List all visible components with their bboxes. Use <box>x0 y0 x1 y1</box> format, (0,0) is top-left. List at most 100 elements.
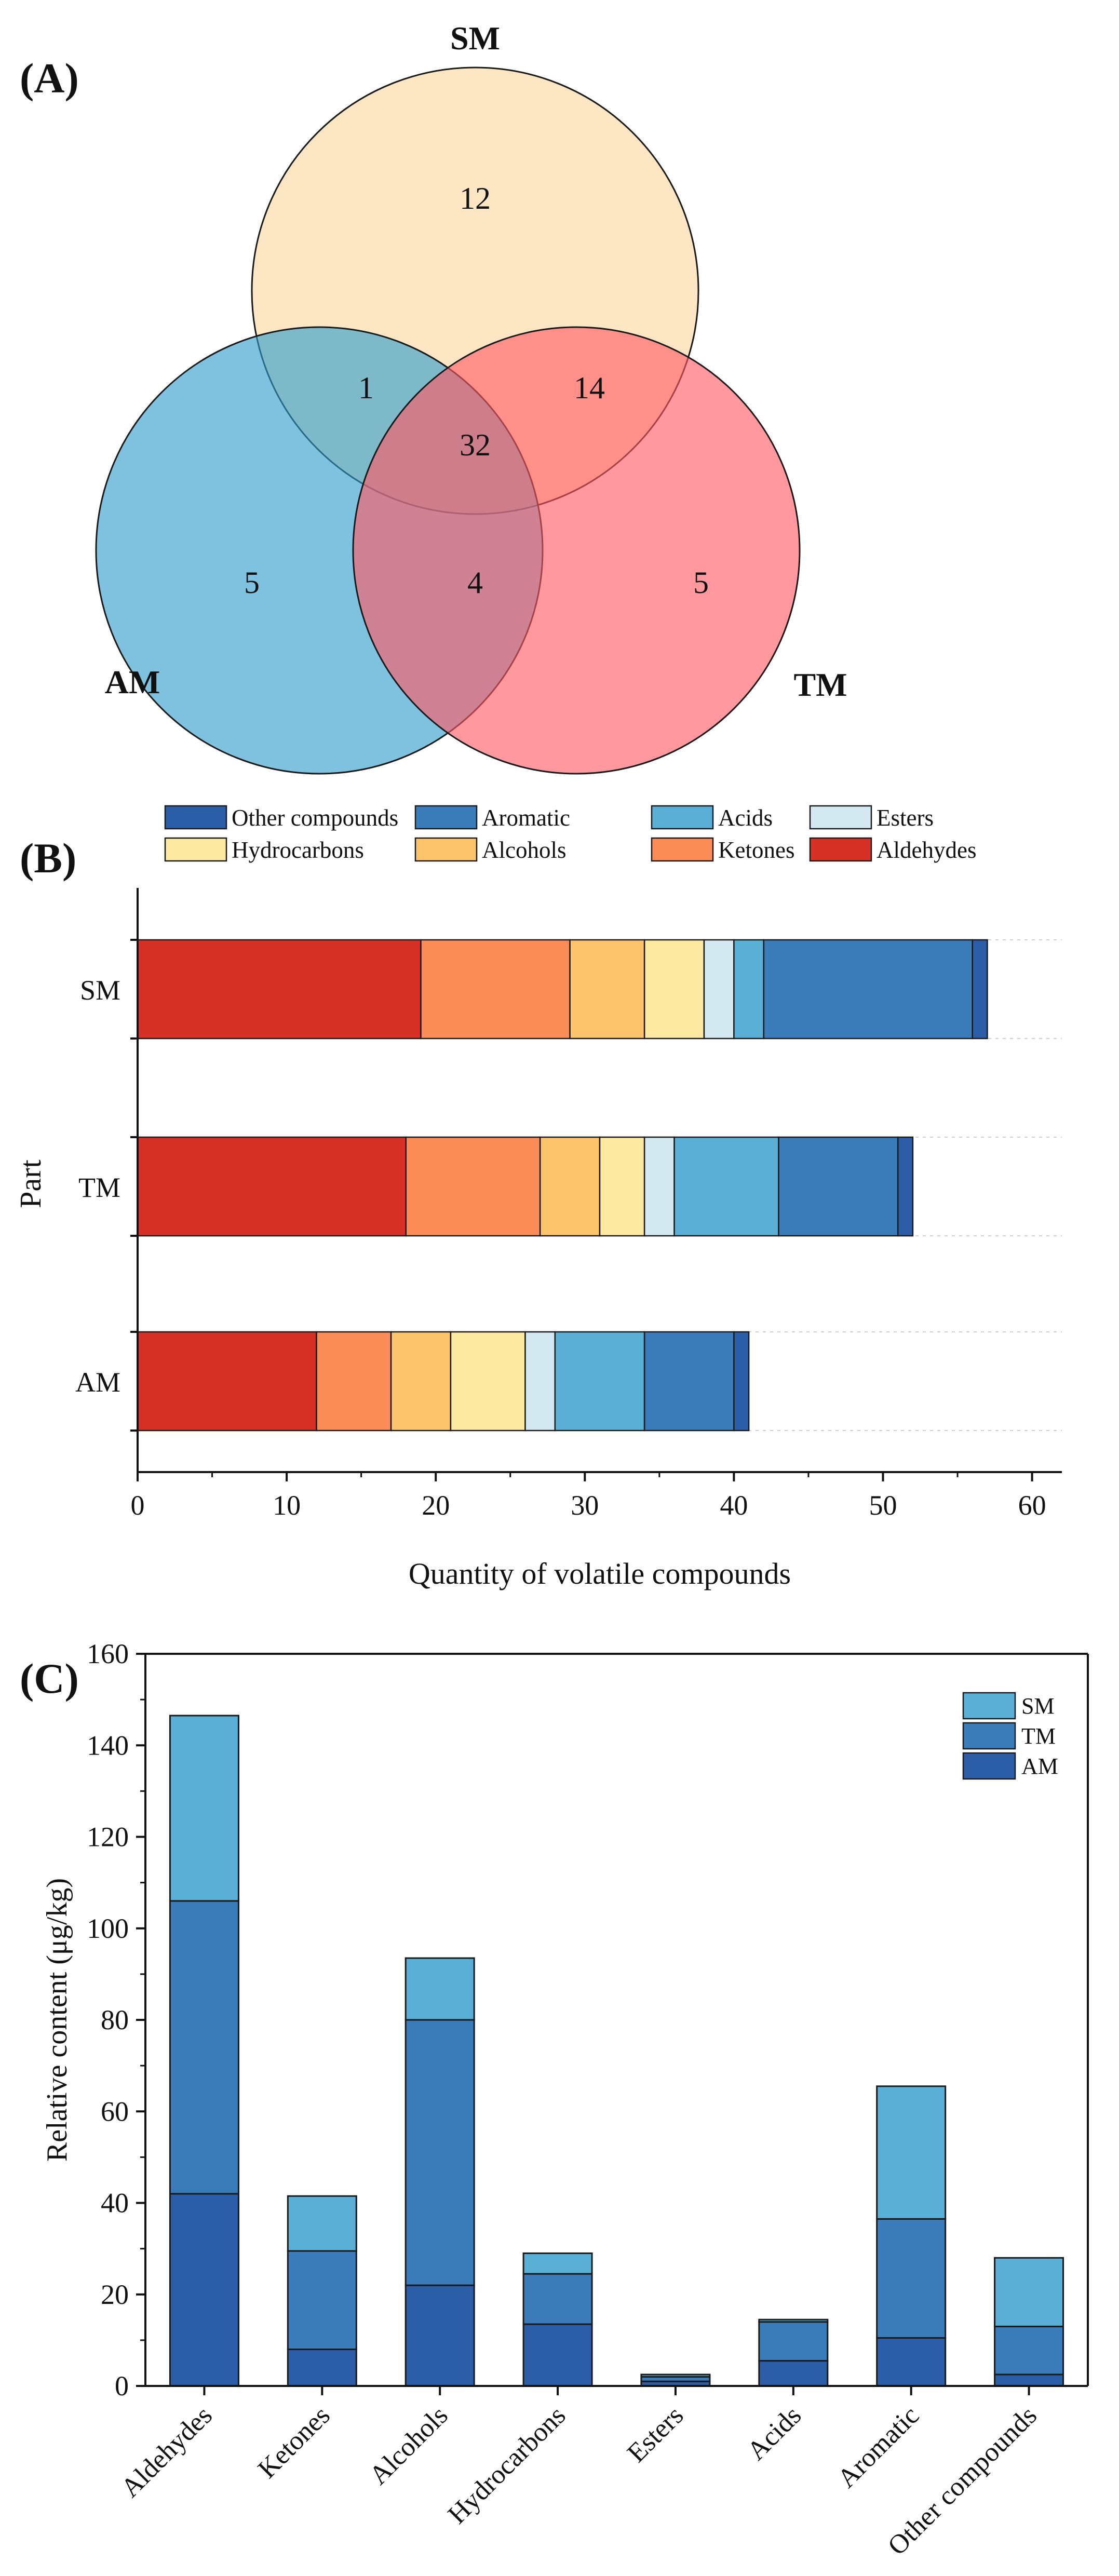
bar-sm-aromatic <box>763 939 973 1040</box>
x-tick-label-aldehydes: Aldehydes <box>115 2400 218 2503</box>
y-tick-label: 80 <box>101 2004 129 2035</box>
legend-swatch-esters <box>809 805 872 830</box>
legend-swatch-sm <box>962 1692 1016 1720</box>
legend-label-other-compounds: Other compounds <box>232 805 398 831</box>
bar-sm-aldehydes <box>137 939 422 1040</box>
legend-swatch-hydrocarbons <box>164 837 227 862</box>
x-tick-label-aromatic: Aromatic <box>832 2400 925 2493</box>
venn-set-label-tm: TM <box>793 666 847 703</box>
bar-tm-other-compounds <box>897 1136 914 1237</box>
venn-set-label-am: AM <box>105 664 160 700</box>
venn-circle-tm <box>352 326 801 775</box>
x-tick-label: 0 <box>131 1490 145 1521</box>
legend-swatch-am <box>962 1752 1016 1780</box>
bar-sm-alcohols <box>569 939 645 1040</box>
y-tick-label-tm: TM <box>78 1172 120 1203</box>
legend-label-ketones: Ketones <box>718 837 794 863</box>
x-tick-label-alcohols: Alcohols <box>364 2400 454 2490</box>
bar-hydrocarbons-am <box>522 2323 593 2387</box>
legend-swatch-alcohols <box>414 837 478 862</box>
bar-sm-hydrocarbons <box>643 939 705 1040</box>
venn-region-value-am: 5 <box>244 565 260 600</box>
bar-hydrocarbons-sm <box>522 2252 593 2275</box>
x-tick-label-esters: Esters <box>622 2400 689 2468</box>
y-axis-title: Part <box>14 1159 47 1208</box>
bar-am-other-compounds <box>733 1331 750 1432</box>
bar-tm-ketones <box>405 1136 541 1237</box>
y-tick-label-sm: SM <box>80 975 120 1006</box>
bar-acids-sm <box>758 2318 829 2323</box>
bar-tm-acids <box>673 1136 779 1237</box>
x-tick-label-hydrocarbons: Hydrocarbons <box>442 2400 572 2530</box>
bar-tm-alcohols <box>539 1136 601 1237</box>
venn-region-value-sm-am-tm: 32 <box>460 428 491 462</box>
venn-region-value-sm: 12 <box>460 181 491 215</box>
y-tick-label: 40 <box>101 2188 129 2219</box>
x-tick-label: 20 <box>422 1490 450 1521</box>
bar-sm-esters <box>703 939 735 1040</box>
x-tick-label-acids: Acids <box>741 2400 807 2466</box>
bar-aldehydes-sm <box>169 1715 239 1902</box>
legend-label-tm: TM <box>1021 1723 1056 1749</box>
legend-label-acids: Acids <box>718 805 773 831</box>
bar-other-compounds-tm <box>994 2325 1064 2376</box>
bar-hydrocarbons-tm <box>522 2273 593 2325</box>
bar-am-alcohols <box>390 1331 452 1432</box>
bar-ketones-sm <box>287 2195 357 2252</box>
bar-other-compounds-sm <box>994 2257 1064 2327</box>
bar-esters-sm <box>640 2373 711 2378</box>
legend-swatch-ketones <box>651 837 714 862</box>
venn-diagram: SM AM TM 12 5 5 1 14 4 32 <box>95 20 847 775</box>
bar-tm-esters <box>643 1136 675 1237</box>
bar-ketones-tm <box>287 2250 357 2350</box>
legend-label-alcohols: Alcohols <box>482 837 567 863</box>
bar-aromatic-sm <box>876 2085 947 2220</box>
legend-swatch-aromatic <box>414 805 478 830</box>
bar-other-compounds-am <box>994 2373 1064 2387</box>
y-tick-label: 140 <box>87 1730 129 1761</box>
bar-tm-aromatic <box>778 1136 899 1237</box>
bar-am-aldehydes <box>137 1331 317 1432</box>
y-tick-label: 0 <box>115 2370 129 2402</box>
vertical-stacked-bar-chart: 0 20 40 60 80 100 120 140 160 Relative content (μ… <box>41 1638 1089 2561</box>
bar-alcohols-sm <box>405 1957 475 2021</box>
y-tick-label: 20 <box>101 2279 129 2310</box>
bar-am-esters <box>524 1331 556 1432</box>
bar-am-aromatic <box>643 1331 735 1432</box>
x-tick-label-ketones: Ketones <box>252 2400 336 2484</box>
legend-swatch-other-compounds <box>164 805 227 830</box>
y-tick-label-am: AM <box>75 1367 120 1398</box>
bar-am-ketones <box>316 1331 392 1432</box>
bar-acids-am <box>758 2360 829 2387</box>
x-tick-label: 40 <box>720 1490 748 1521</box>
y-axis-title: Relative content (μg/kg) <box>41 1878 73 2162</box>
panel-b-label: (B) <box>20 834 76 882</box>
y-tick-label: 100 <box>87 1913 129 1944</box>
bar-tm-aldehydes <box>137 1136 407 1237</box>
legend-label-hydrocarbons: Hydrocarbons <box>232 837 364 863</box>
x-tick-label: 50 <box>869 1490 897 1521</box>
venn-region-value-am-tm: 4 <box>467 565 483 600</box>
bar-am-hydrocarbons <box>450 1331 526 1432</box>
bar-alcohols-tm <box>405 2019 475 2286</box>
bar-ketones-am <box>287 2349 357 2387</box>
venn-region-value-sm-tm: 14 <box>574 371 605 405</box>
legend-label-aldehydes: Aldehydes <box>877 837 976 863</box>
bar-am-acids <box>554 1331 645 1432</box>
legend-label-sm: SM <box>1021 1693 1055 1719</box>
x-tick-label: 60 <box>1018 1490 1046 1521</box>
venn-set-label-sm: SM <box>450 20 500 57</box>
legend-swatch-tm <box>962 1722 1016 1750</box>
legend-label-am: AM <box>1021 1754 1058 1779</box>
bar-acids-tm <box>758 2321 829 2362</box>
bar-sm-ketones <box>420 939 571 1040</box>
panel-a-label: (A) <box>20 55 79 102</box>
bar-tm-hydrocarbons <box>599 1136 645 1237</box>
panel-c-label: (C) <box>20 1655 79 1702</box>
venn-region-value-tm: 5 <box>693 565 709 600</box>
legend-swatch-acids <box>651 805 714 830</box>
bar-alcohols-am <box>405 2284 475 2387</box>
bar-sm-acids <box>733 939 765 1040</box>
y-tick-label: 120 <box>87 1822 129 1853</box>
